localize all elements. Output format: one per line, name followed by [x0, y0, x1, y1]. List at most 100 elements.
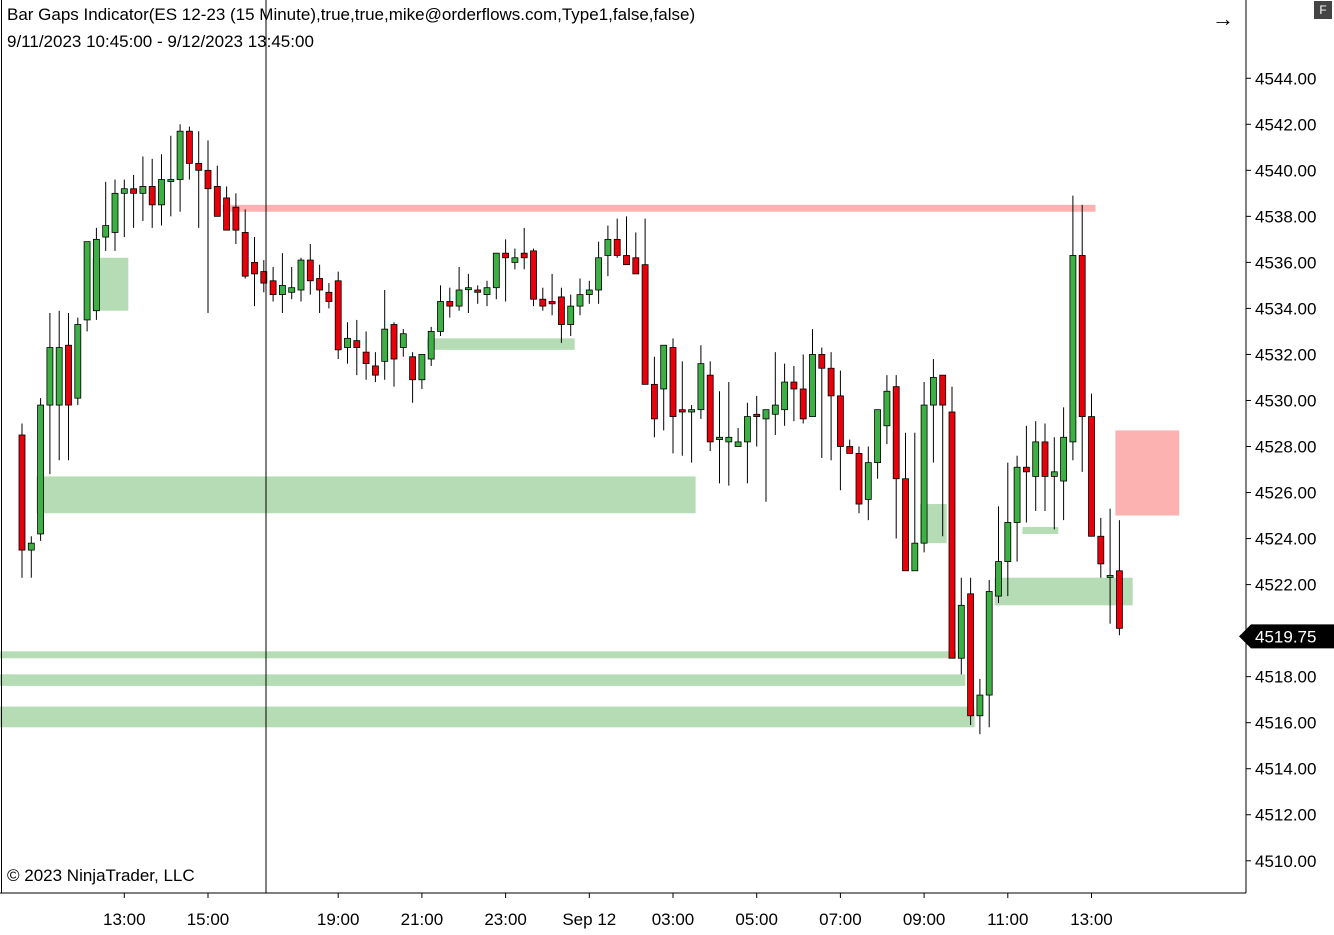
candle — [483, 280, 491, 307]
candle — [344, 322, 351, 364]
up-candle-body — [27, 542, 35, 551]
down-candle-body — [260, 271, 268, 284]
candle — [716, 391, 723, 484]
down-candle-body — [251, 261, 258, 275]
price-tick-label: 4524.00 — [1255, 530, 1316, 549]
up-candle-body — [995, 561, 1002, 597]
down-candle-body — [409, 356, 417, 381]
up-candle-body — [734, 441, 742, 447]
down-candle-body — [613, 238, 621, 256]
up-candle-body — [725, 436, 733, 443]
scroll-to-end-icon[interactable]: → — [1212, 6, 1234, 31]
candle — [120, 179, 128, 238]
down-candle-body — [632, 257, 640, 275]
candle — [167, 135, 175, 217]
up-candle-body — [864, 462, 872, 500]
candle — [1004, 462, 1012, 597]
candle — [930, 359, 937, 463]
candle — [548, 273, 556, 316]
up-candle-body — [297, 259, 305, 291]
candle — [790, 365, 798, 422]
last-price-marker: 4519.75 — [1239, 624, 1334, 649]
time-tick-label: 05:00 — [735, 910, 778, 929]
time-tick-label: 19:00 — [317, 910, 360, 929]
candle — [232, 193, 240, 244]
candle — [353, 319, 361, 376]
up-candle-body — [883, 390, 891, 427]
down-candle-body — [185, 130, 193, 164]
price-tick-label: 4518.00 — [1255, 668, 1316, 687]
down-candle-body — [678, 409, 686, 413]
down-candle-body — [790, 381, 798, 390]
up-candle-body — [427, 331, 435, 360]
candle — [325, 283, 333, 309]
bear-gap-zone — [1115, 430, 1180, 516]
time-tick-label: 07:00 — [819, 910, 862, 929]
down-candle-body — [353, 340, 361, 348]
down-candle-body — [530, 250, 537, 300]
down-candle-body — [130, 188, 138, 194]
last-price-label: 4519.75 — [1255, 627, 1316, 646]
down-candle-body — [558, 296, 565, 325]
candle — [111, 179, 119, 251]
candle — [585, 280, 593, 304]
candle — [920, 382, 928, 553]
candle — [251, 237, 258, 307]
price-tick-label: 4532.00 — [1255, 345, 1316, 364]
up-candle-body — [455, 289, 463, 307]
price-tick-label: 4542.00 — [1255, 115, 1316, 134]
up-candle-body — [604, 238, 612, 256]
candle — [409, 352, 417, 403]
down-candle-body — [669, 347, 677, 417]
price-tick-label: 4516.00 — [1255, 714, 1316, 733]
candle — [381, 289, 389, 380]
candle — [195, 131, 203, 228]
candle — [762, 409, 770, 502]
up-candle-body — [1004, 522, 1012, 562]
candle — [334, 271, 342, 360]
candle — [967, 577, 974, 725]
candle — [939, 374, 947, 537]
candle — [260, 260, 268, 293]
down-candle-body — [1088, 416, 1095, 537]
candle — [1069, 195, 1077, 461]
candle — [632, 232, 640, 275]
time-tick-label: 23:00 — [484, 910, 527, 929]
down-candle-body — [902, 478, 909, 572]
candle — [278, 253, 286, 314]
up-candle-body — [37, 404, 44, 535]
candle — [753, 395, 761, 447]
up-candle-body — [74, 324, 82, 399]
candle — [948, 386, 956, 659]
up-candle-body — [418, 354, 426, 381]
candle — [1050, 437, 1058, 530]
candle — [418, 354, 426, 389]
down-candle-body — [846, 446, 854, 454]
indicator-title: Bar Gaps Indicator(ES 12-23 (15 Minute),… — [7, 5, 696, 24]
down-candle-body — [520, 252, 528, 259]
down-candle-body — [241, 232, 249, 277]
candle — [613, 218, 621, 258]
candle — [83, 241, 91, 332]
down-candle-body — [213, 186, 221, 217]
price-tick-label: 4528.00 — [1255, 438, 1316, 457]
up-candle-body — [762, 409, 770, 420]
candle — [595, 241, 602, 304]
candle — [902, 432, 909, 572]
f-button[interactable]: F — [1314, 1, 1332, 19]
down-candle-body — [623, 255, 630, 266]
candle — [874, 409, 881, 479]
down-candle-body — [306, 259, 314, 282]
candle — [623, 216, 630, 266]
candle — [864, 446, 872, 521]
time-tick-label: 13:00 — [1070, 910, 1113, 929]
candle — [1013, 455, 1021, 562]
candle — [846, 439, 854, 454]
bull-gap-zone — [36, 476, 696, 514]
candle — [158, 154, 165, 226]
up-candle-body — [102, 225, 110, 238]
down-candle-body — [706, 374, 714, 443]
down-candle-body — [827, 367, 835, 397]
candle — [223, 186, 231, 231]
